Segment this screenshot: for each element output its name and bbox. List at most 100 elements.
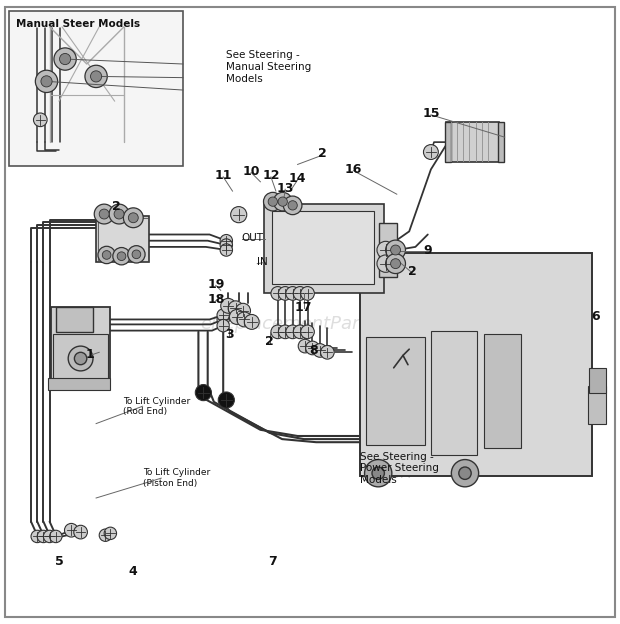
Text: 14: 14 [289, 172, 306, 185]
Circle shape [298, 339, 312, 353]
Text: eReplacementParts.com: eReplacementParts.com [200, 315, 420, 333]
Text: 12: 12 [262, 169, 280, 182]
Circle shape [218, 392, 234, 408]
Text: To Lift Cylinder
(Rod End): To Lift Cylinder (Rod End) [123, 396, 190, 416]
Circle shape [128, 246, 145, 263]
Circle shape [91, 71, 102, 82]
Circle shape [273, 192, 292, 211]
Text: 17: 17 [295, 301, 312, 313]
Circle shape [236, 303, 250, 318]
Circle shape [217, 313, 229, 326]
Text: 10: 10 [242, 165, 260, 178]
Circle shape [244, 314, 259, 329]
Circle shape [293, 325, 307, 339]
Text: 2: 2 [112, 200, 121, 213]
Circle shape [117, 252, 126, 261]
Circle shape [321, 346, 334, 359]
Circle shape [221, 298, 236, 313]
Circle shape [459, 467, 471, 479]
Circle shape [220, 244, 232, 256]
Bar [484, 334, 521, 449]
Text: 4: 4 [129, 565, 138, 578]
Circle shape [43, 530, 56, 543]
Circle shape [102, 251, 111, 260]
Bar [98, 218, 148, 261]
Circle shape [423, 145, 438, 160]
Circle shape [99, 209, 109, 219]
Circle shape [35, 71, 58, 92]
Bar [48, 378, 110, 389]
Circle shape [288, 201, 297, 210]
Circle shape [271, 286, 285, 300]
Circle shape [68, 346, 93, 371]
Circle shape [228, 301, 243, 316]
Text: 7: 7 [268, 555, 277, 568]
Circle shape [301, 286, 314, 300]
Circle shape [386, 254, 405, 273]
Circle shape [391, 259, 401, 268]
Text: 5: 5 [55, 555, 63, 568]
Circle shape [372, 467, 384, 479]
Circle shape [306, 341, 319, 355]
Text: 13: 13 [277, 182, 294, 195]
Text: 2: 2 [265, 335, 274, 348]
Circle shape [217, 319, 229, 332]
Circle shape [286, 286, 299, 300]
Circle shape [41, 76, 52, 87]
Circle shape [220, 239, 232, 251]
Circle shape [391, 245, 401, 255]
Text: 19: 19 [207, 278, 224, 291]
Bar [264, 203, 384, 293]
Circle shape [293, 286, 307, 300]
Circle shape [128, 213, 138, 223]
Circle shape [237, 312, 252, 327]
Bar [366, 337, 425, 446]
Circle shape [377, 241, 394, 259]
Circle shape [123, 208, 143, 228]
Bar [379, 223, 397, 277]
Text: 6: 6 [591, 311, 600, 323]
Circle shape [377, 255, 394, 272]
Text: To Lift Cylinder
(Piston End): To Lift Cylinder (Piston End) [143, 469, 210, 488]
Bar [589, 368, 606, 392]
Circle shape [132, 250, 141, 259]
Circle shape [283, 196, 302, 215]
Text: Manual Steer Models: Manual Steer Models [16, 19, 140, 29]
Circle shape [113, 248, 130, 265]
Text: 18: 18 [207, 293, 224, 306]
Circle shape [60, 54, 71, 65]
Circle shape [271, 325, 285, 339]
Circle shape [195, 384, 211, 401]
Circle shape [365, 459, 392, 487]
Circle shape [264, 192, 282, 211]
Circle shape [278, 197, 288, 207]
Bar [51, 307, 110, 388]
Circle shape [99, 529, 112, 542]
Circle shape [231, 207, 247, 223]
Circle shape [217, 309, 229, 321]
Text: 2: 2 [318, 147, 327, 160]
Circle shape [109, 204, 129, 224]
Circle shape [286, 325, 299, 339]
Bar [446, 122, 499, 162]
Text: 9: 9 [423, 243, 432, 256]
Circle shape [33, 113, 47, 127]
Circle shape [301, 325, 314, 339]
Text: OUT: OUT [242, 233, 264, 243]
Text: 16: 16 [345, 163, 362, 176]
Circle shape [104, 527, 117, 540]
Circle shape [98, 246, 115, 264]
Circle shape [94, 204, 114, 224]
Text: 3: 3 [225, 328, 234, 341]
Circle shape [451, 459, 479, 487]
Circle shape [31, 530, 43, 543]
Text: 1: 1 [86, 348, 94, 361]
Text: 15: 15 [422, 107, 440, 120]
Text: 11: 11 [215, 169, 232, 182]
Circle shape [37, 530, 50, 543]
Circle shape [85, 66, 107, 87]
Circle shape [313, 344, 327, 358]
Circle shape [278, 286, 292, 300]
Circle shape [74, 353, 87, 364]
Bar [360, 253, 592, 476]
